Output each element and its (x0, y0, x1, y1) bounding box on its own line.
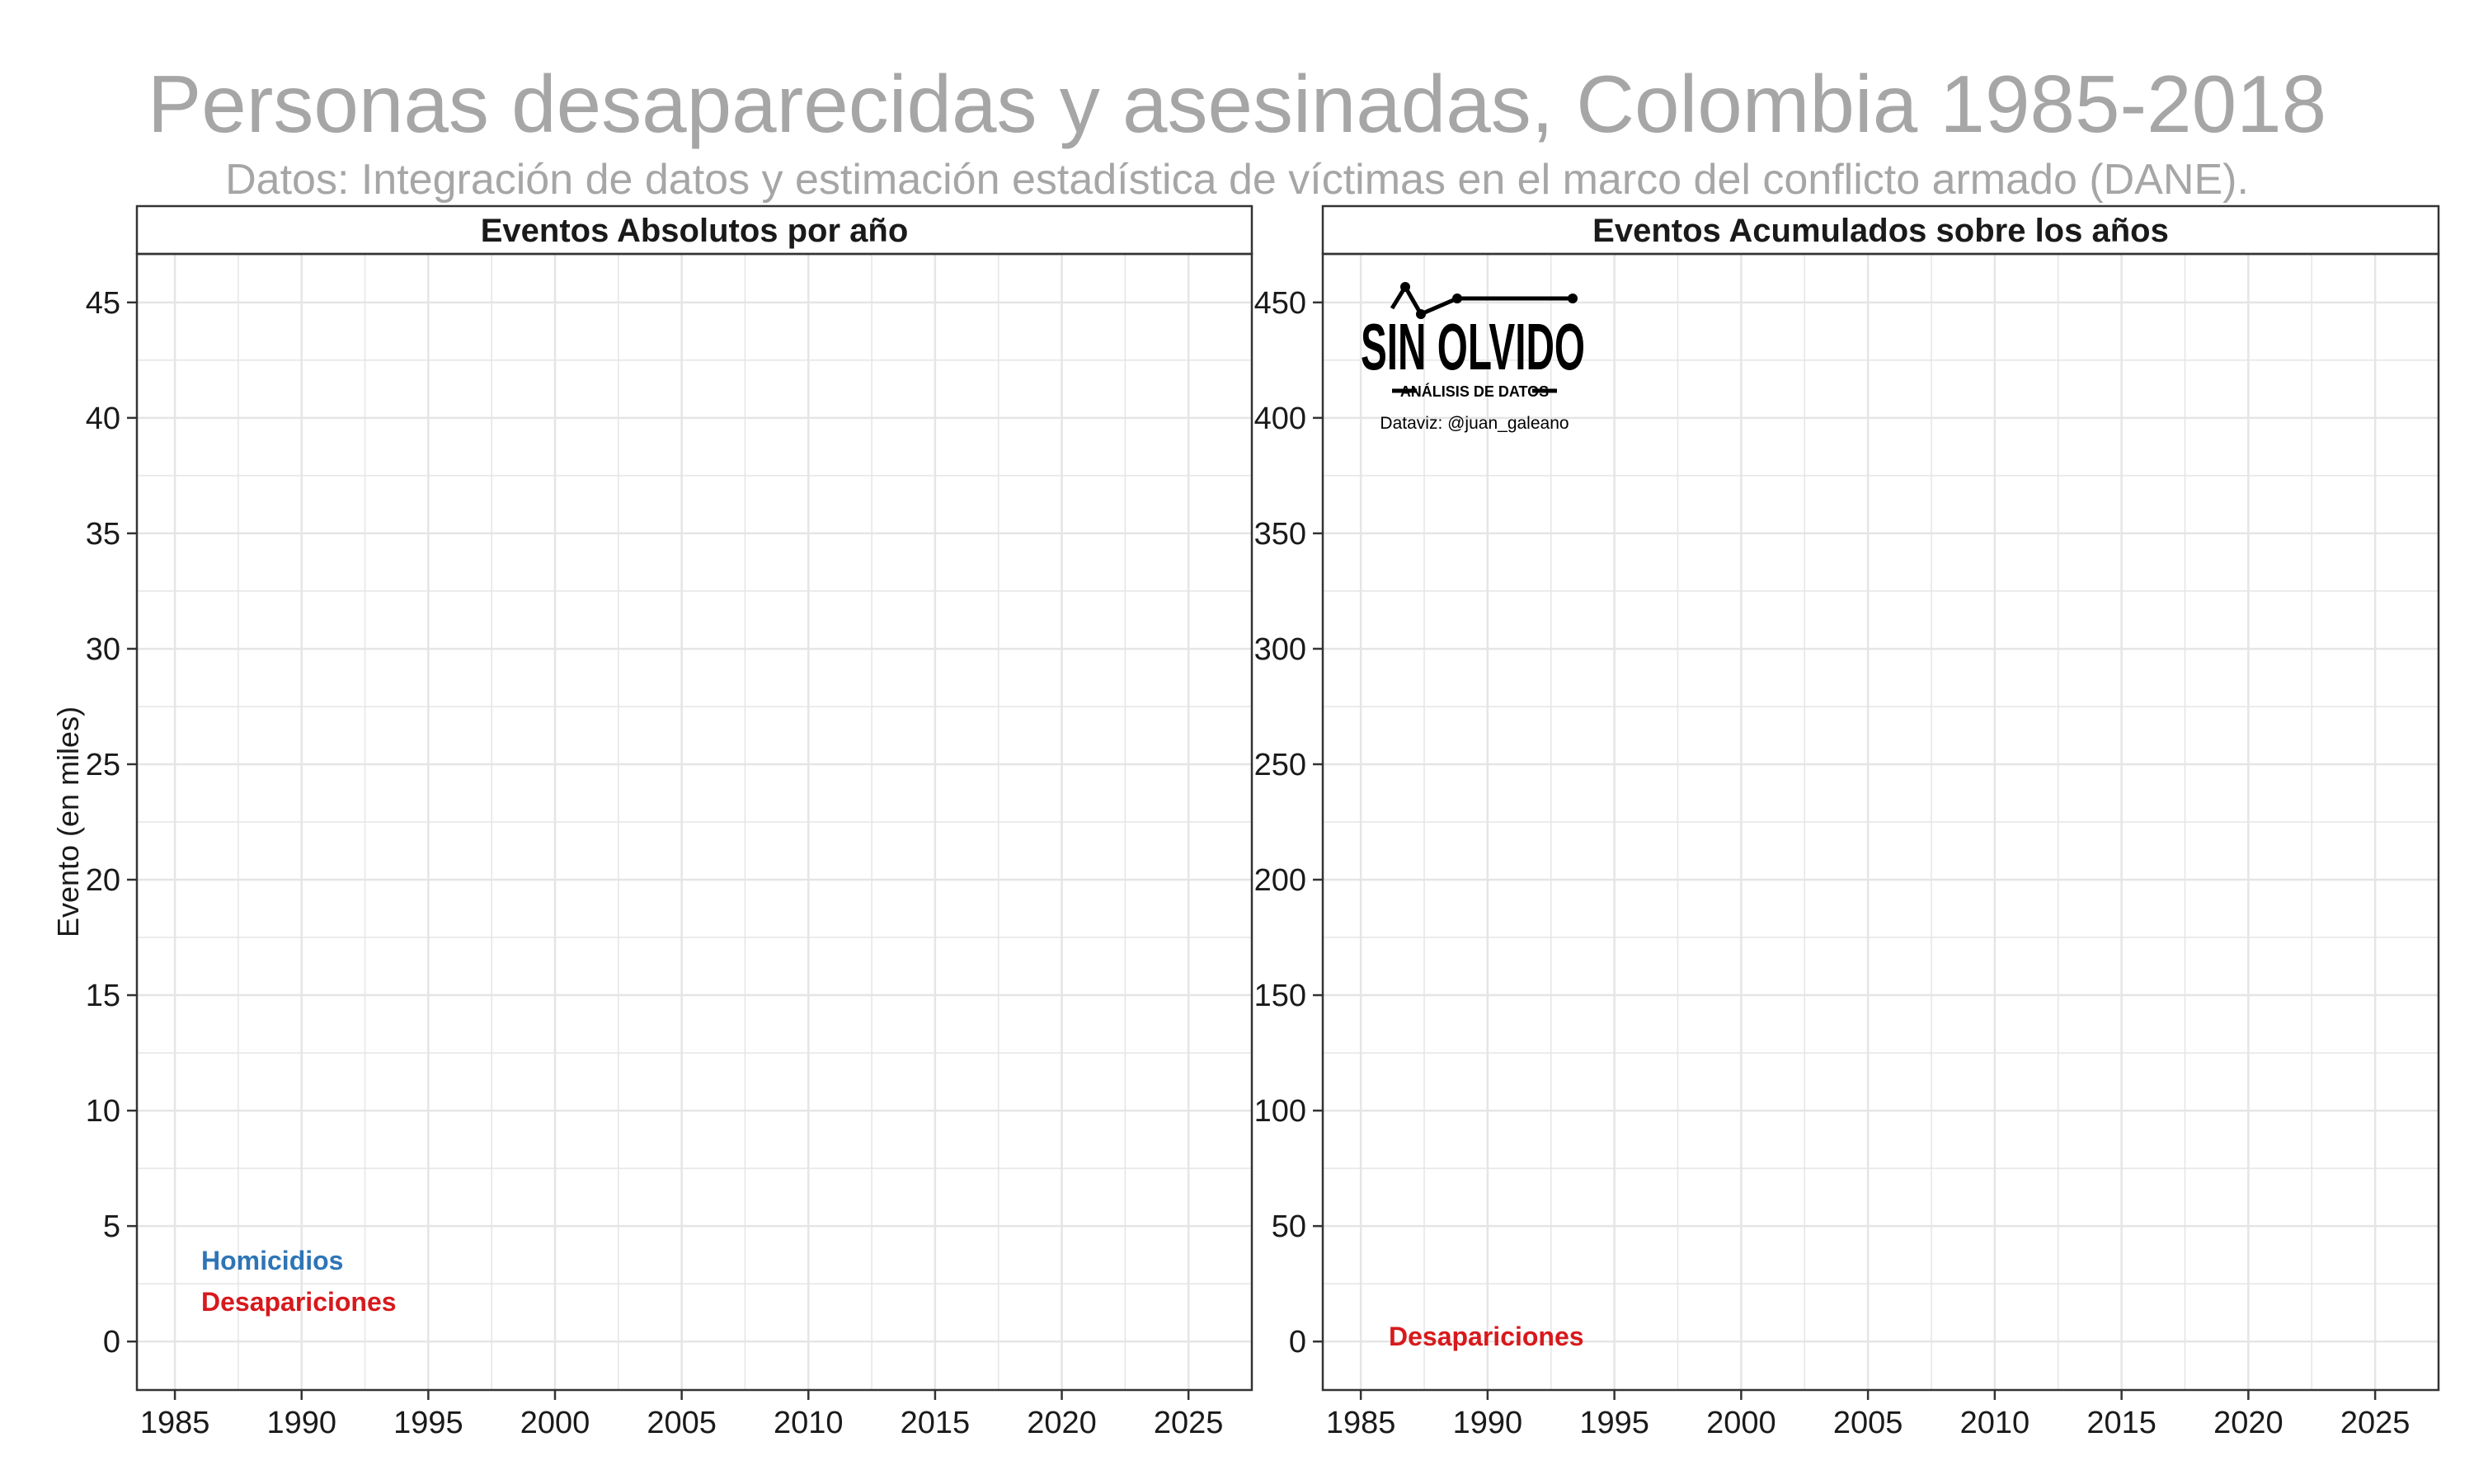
logo-name: SIN OLVIDO (1361, 310, 1585, 383)
y-tick-label: 200 (1254, 863, 1306, 898)
y-tick-label: 350 (1254, 517, 1306, 552)
y-tick-label: 45 (86, 286, 120, 321)
y-tick-label: 250 (1254, 748, 1306, 782)
logo-dot (1400, 282, 1410, 292)
y-tick-label: 15 (86, 979, 120, 1013)
y-tick-label: 150 (1254, 979, 1306, 1013)
x-tick-label: 2010 (774, 1406, 844, 1440)
x-tick-label: 2000 (1706, 1406, 1776, 1440)
y-axis-label: Evento (en miles) (51, 707, 85, 937)
series-label-desapariciones: Desapariciones (201, 1287, 397, 1317)
x-tick-label: 2015 (901, 1406, 971, 1440)
logo-credit: Dataviz: @juan_galeano (1380, 414, 1569, 433)
x-tick-label: 2005 (647, 1406, 717, 1440)
chart-subtitle: Datos: Integración de datos y estimación… (225, 156, 2249, 204)
y-tick-label: 40 (86, 402, 120, 436)
panel-border (1321, 252, 2440, 1392)
x-tick-label: 2005 (1833, 1406, 1903, 1440)
x-tick-label: 1990 (1453, 1406, 1523, 1440)
y-tick-label: 5 (103, 1209, 120, 1244)
x-tick-label: 1985 (140, 1406, 210, 1440)
panel-border (135, 252, 1253, 1392)
panel-2: 1985 1990 1995 2000 2005 2010 2015 2020 2025 0 50 1… (1254, 204, 2440, 1440)
logo-tagline: ANÁLISIS DE DATOS (1400, 383, 1549, 400)
x-tick-label: 2015 (2086, 1406, 2157, 1440)
x-tick-label: 1995 (1579, 1406, 1649, 1440)
y-tick-label: 10 (86, 1094, 120, 1129)
y-tick-label: 0 (103, 1325, 120, 1360)
y-tick-label: 100 (1254, 1094, 1306, 1129)
x-tick-label: 2025 (1154, 1406, 1224, 1440)
y-tick-label: 400 (1254, 402, 1306, 436)
series-label-homicidios: Homicidios (201, 1246, 343, 1275)
logo-dot (1452, 294, 1462, 303)
facet-strip (1321, 204, 2440, 256)
x-tick-label: 2020 (2213, 1406, 2284, 1440)
y-tick-label: 25 (86, 748, 120, 782)
y-tick-label: 30 (86, 632, 120, 667)
y-tick-label: 50 (1272, 1209, 1306, 1244)
y-tick-label: 20 (86, 863, 120, 898)
x-tick-label: 2020 (1027, 1406, 1097, 1440)
y-tick-label: 300 (1254, 632, 1306, 667)
chart-title: Personas desaparecidas y asesinadas, Col… (147, 59, 2327, 149)
x-tick-label: 2025 (2340, 1406, 2411, 1440)
y-tick-label: 35 (86, 517, 120, 552)
facet-title: Eventos Absolutos por año (481, 213, 909, 249)
y-tick-label: 0 (1289, 1325, 1306, 1360)
x-tick-label: 1985 (1326, 1406, 1396, 1440)
logo-dot (1568, 294, 1578, 303)
x-tick-label: 1990 (266, 1406, 336, 1440)
facet-title: Eventos Acumulados sobre los años (1592, 213, 2169, 249)
panel-1: 1985 1990 1995 2000 2005 2010 2015 2020 20250510… (86, 204, 1253, 1440)
y-tick-label: 450 (1254, 286, 1306, 321)
logo-dot (1416, 309, 1426, 319)
x-tick-label: 2000 (520, 1406, 590, 1440)
series-label-desapariciones-acumuladas: Desapariciones (1389, 1322, 1584, 1351)
x-tick-label: 1995 (393, 1406, 463, 1440)
x-tick-label: 2010 (1960, 1406, 2030, 1440)
